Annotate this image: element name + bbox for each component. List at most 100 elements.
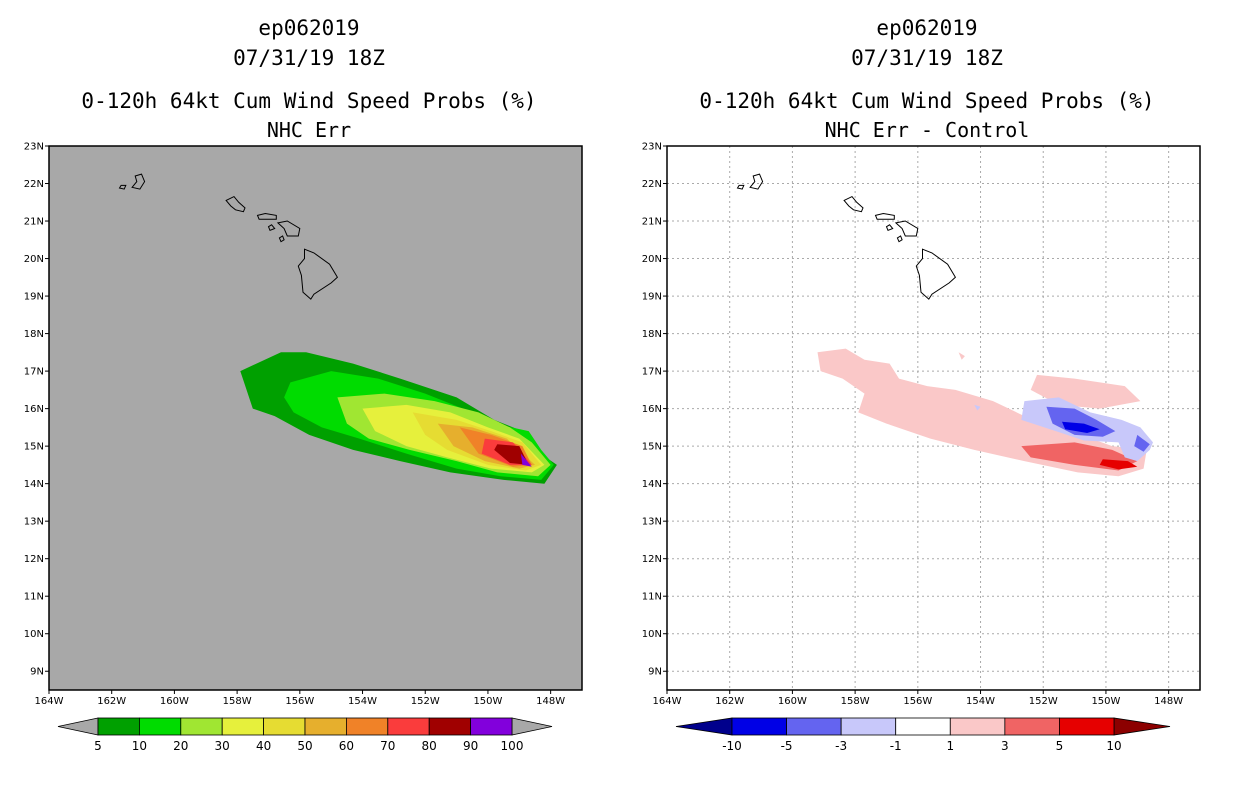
- colorbar-label: 100: [501, 739, 524, 753]
- y-tick-label: 12N: [642, 554, 662, 565]
- y-tick-label: 16N: [24, 404, 44, 415]
- colorbar-swatch: [428, 717, 472, 736]
- colorbar-swatch: [221, 717, 264, 736]
- island-outline: [843, 195, 864, 213]
- colorbar-label: 60: [339, 739, 354, 753]
- island-outline: [276, 220, 301, 237]
- y-tick-label: 12N: [24, 554, 44, 565]
- left-probability-map: 164W 162W 160W 158W 156W 154W 152W 150W 148W 23N 2…: [24, 142, 583, 753]
- y-tick-label: 19N: [24, 292, 44, 303]
- contour-1: [958, 352, 965, 360]
- colorbar-left-arrow: [675, 717, 733, 736]
- colorbar-swatch: [387, 717, 430, 736]
- colorbar-label: 10: [1106, 739, 1121, 753]
- y-tick-label: 23N: [642, 142, 662, 153]
- island-outline: [256, 212, 277, 220]
- map-frame: [48, 145, 583, 691]
- island-outline: [267, 224, 276, 232]
- left-storm-id: ep062019: [258, 16, 360, 40]
- contour-90: [520, 453, 532, 467]
- island-outline: [874, 212, 895, 220]
- contour-80: [494, 444, 529, 465]
- y-tick-label: 23N: [24, 142, 44, 153]
- x-tick-label: 152W: [411, 696, 440, 707]
- map-frame: [666, 145, 1201, 691]
- y-tick-label: 13N: [642, 517, 662, 528]
- y-tick-label: 17N: [24, 367, 44, 378]
- colorbar-label: 30: [215, 739, 230, 753]
- island-outline: [896, 235, 903, 243]
- y-tick-label: 18N: [642, 329, 662, 340]
- y-tick-label: 11N: [642, 592, 662, 603]
- x-tick-label: 152W: [1029, 696, 1058, 707]
- y-tick-label: 10N: [642, 629, 662, 640]
- colorbar-swatch: [949, 717, 1006, 736]
- y-tick-label: 22N: [24, 179, 44, 190]
- right-datetime: 07/31/19 18Z: [851, 46, 1003, 70]
- colorbar-swatch: [97, 717, 140, 736]
- colorbar-swatch: [840, 717, 897, 736]
- colorbar-right-arrow: [1113, 717, 1171, 736]
- colorbar-label: 20: [173, 739, 188, 753]
- colorbar-label: 50: [297, 739, 312, 753]
- y-tick-label: 11N: [24, 592, 44, 603]
- island-outline: [885, 224, 894, 232]
- right-chart-subtitle: NHC Err - Control: [824, 118, 1030, 142]
- y-tick-label: 20N: [24, 254, 44, 265]
- x-tick-label: 158W: [841, 696, 870, 707]
- y-tick-label: 9N: [30, 667, 44, 678]
- colorbar-label: 70: [380, 739, 395, 753]
- colorbar-swatch: [138, 717, 182, 736]
- colorbar-swatch: [895, 717, 951, 736]
- x-tick-label: 148W: [1154, 696, 1183, 707]
- y-tick-label: 22N: [642, 179, 662, 190]
- right-difference-map: 164W 162W 160W 158W 156W 154W 152W 150W 148W 23N 2…: [642, 142, 1201, 753]
- contour--5: [1062, 421, 1100, 433]
- left-chart-subtitle: NHC Err: [266, 118, 352, 142]
- contour--1: [974, 404, 981, 411]
- x-tick-label: 156W: [903, 696, 932, 707]
- colorbar-swatch: [786, 717, 842, 736]
- colorbar-swatch: [1004, 717, 1060, 736]
- x-tick-label: 154W: [348, 696, 377, 707]
- colorbar-swatch: [263, 717, 306, 736]
- y-tick-label: 14N: [642, 479, 662, 490]
- y-tick-label: 17N: [642, 367, 662, 378]
- right-chart-panel: ep062019 07/31/19 18Z 0-120h 64kt Cum Wi…: [618, 0, 1236, 800]
- colorbar-label: 1: [946, 739, 954, 753]
- y-tick-label: 15N: [24, 442, 44, 453]
- island-outline: [131, 173, 146, 190]
- colorbar-label: 5: [94, 739, 102, 753]
- colorbar-label: 3: [1001, 739, 1009, 753]
- colorbar-right-arrow: [511, 717, 553, 736]
- island-outline: [297, 248, 339, 300]
- y-tick-label: 21N: [642, 217, 662, 228]
- colorbar-swatch: [180, 717, 223, 736]
- x-tick-label: 164W: [653, 696, 682, 707]
- y-tick-label: 9N: [648, 667, 662, 678]
- colorbar-label: -5: [781, 739, 793, 753]
- colorbar-swatch: [345, 717, 389, 736]
- y-tick-label: 13N: [24, 517, 44, 528]
- colorbar-label: -1: [890, 739, 902, 753]
- colorbar-label: 40: [256, 739, 271, 753]
- x-tick-label: 154W: [966, 696, 995, 707]
- y-tick-label: 20N: [642, 254, 662, 265]
- y-tick-label: 21N: [24, 217, 44, 228]
- left-chart-panel: ep062019 07/31/19 18Z 0-120h 64kt Cum Wi…: [24, 16, 583, 753]
- colorbar-label: 80: [422, 739, 437, 753]
- x-tick-label: 162W: [715, 696, 744, 707]
- island-outline: [894, 220, 919, 237]
- contour--3: [1134, 434, 1150, 452]
- x-tick-label: 162W: [97, 696, 126, 707]
- y-tick-label: 19N: [642, 292, 662, 303]
- y-tick-label: 16N: [642, 404, 662, 415]
- x-tick-label: 150W: [1091, 696, 1120, 707]
- left-chart-title: 0-120h 64kt Cum Wind Speed Probs (%): [81, 89, 537, 113]
- x-tick-label: 158W: [223, 696, 252, 707]
- right-storm-id: ep062019: [876, 16, 978, 40]
- right-chart-title: 0-120h 64kt Cum Wind Speed Probs (%): [699, 89, 1155, 113]
- island-outline: [736, 184, 745, 190]
- colorbar-label: -3: [835, 739, 847, 753]
- y-tick-label: 18N: [24, 329, 44, 340]
